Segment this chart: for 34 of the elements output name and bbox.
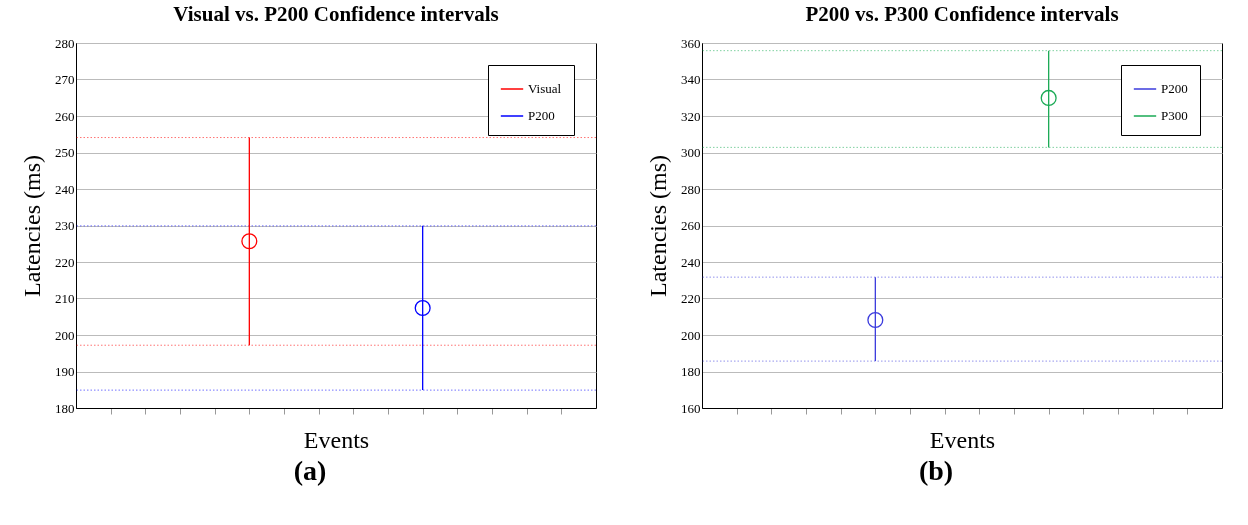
- y-tick-label: 160: [680, 400, 700, 416]
- chart-title: Visual vs. P200 Confidence intervals: [172, 2, 499, 26]
- y-tick-label: 230: [54, 218, 74, 233]
- text: (a): [293, 455, 327, 487]
- y-tick-label: 240: [54, 181, 74, 197]
- y-tick-label: 220: [54, 254, 74, 270]
- y-tick-label: 200: [54, 327, 74, 343]
- y-tick-label: 360: [680, 35, 700, 51]
- y-tick-label: 240: [680, 254, 700, 270]
- legend-label: P200: [527, 108, 555, 123]
- y-tick-label: 280: [54, 35, 74, 51]
- y-tick-label: 260: [680, 218, 700, 233]
- y-tick-label: 320: [680, 108, 700, 124]
- text: (b): [918, 455, 954, 487]
- y-tick-label: 180: [54, 400, 74, 416]
- y-tick-label: 340: [680, 72, 700, 87]
- legend-label: P200: [1160, 81, 1188, 96]
- y-axis-title: Latencies (ms): [18, 155, 45, 297]
- y-tick-label: 190: [54, 364, 74, 379]
- legend-label: Visual: [527, 81, 562, 96]
- y-tick-label: 300: [680, 145, 700, 160]
- y-tick-label: 280: [680, 181, 700, 197]
- y-tick-label: 260: [54, 108, 74, 124]
- y-tick-label: 250: [54, 145, 74, 160]
- x-axis-title: Events: [929, 427, 995, 453]
- legend-label: P300: [1160, 108, 1188, 123]
- chart-title: P200 vs. P300 Confidence intervals: [804, 2, 1119, 26]
- y-axis-title: Latencies (ms): [644, 155, 671, 297]
- y-tick-label: 180: [680, 364, 700, 379]
- y-tick-label: 200: [680, 327, 700, 343]
- y-tick-label: 210: [54, 291, 74, 306]
- y-tick-label: 270: [54, 72, 74, 87]
- y-tick-label: 220: [680, 291, 700, 306]
- x-axis-title: Events: [303, 427, 369, 453]
